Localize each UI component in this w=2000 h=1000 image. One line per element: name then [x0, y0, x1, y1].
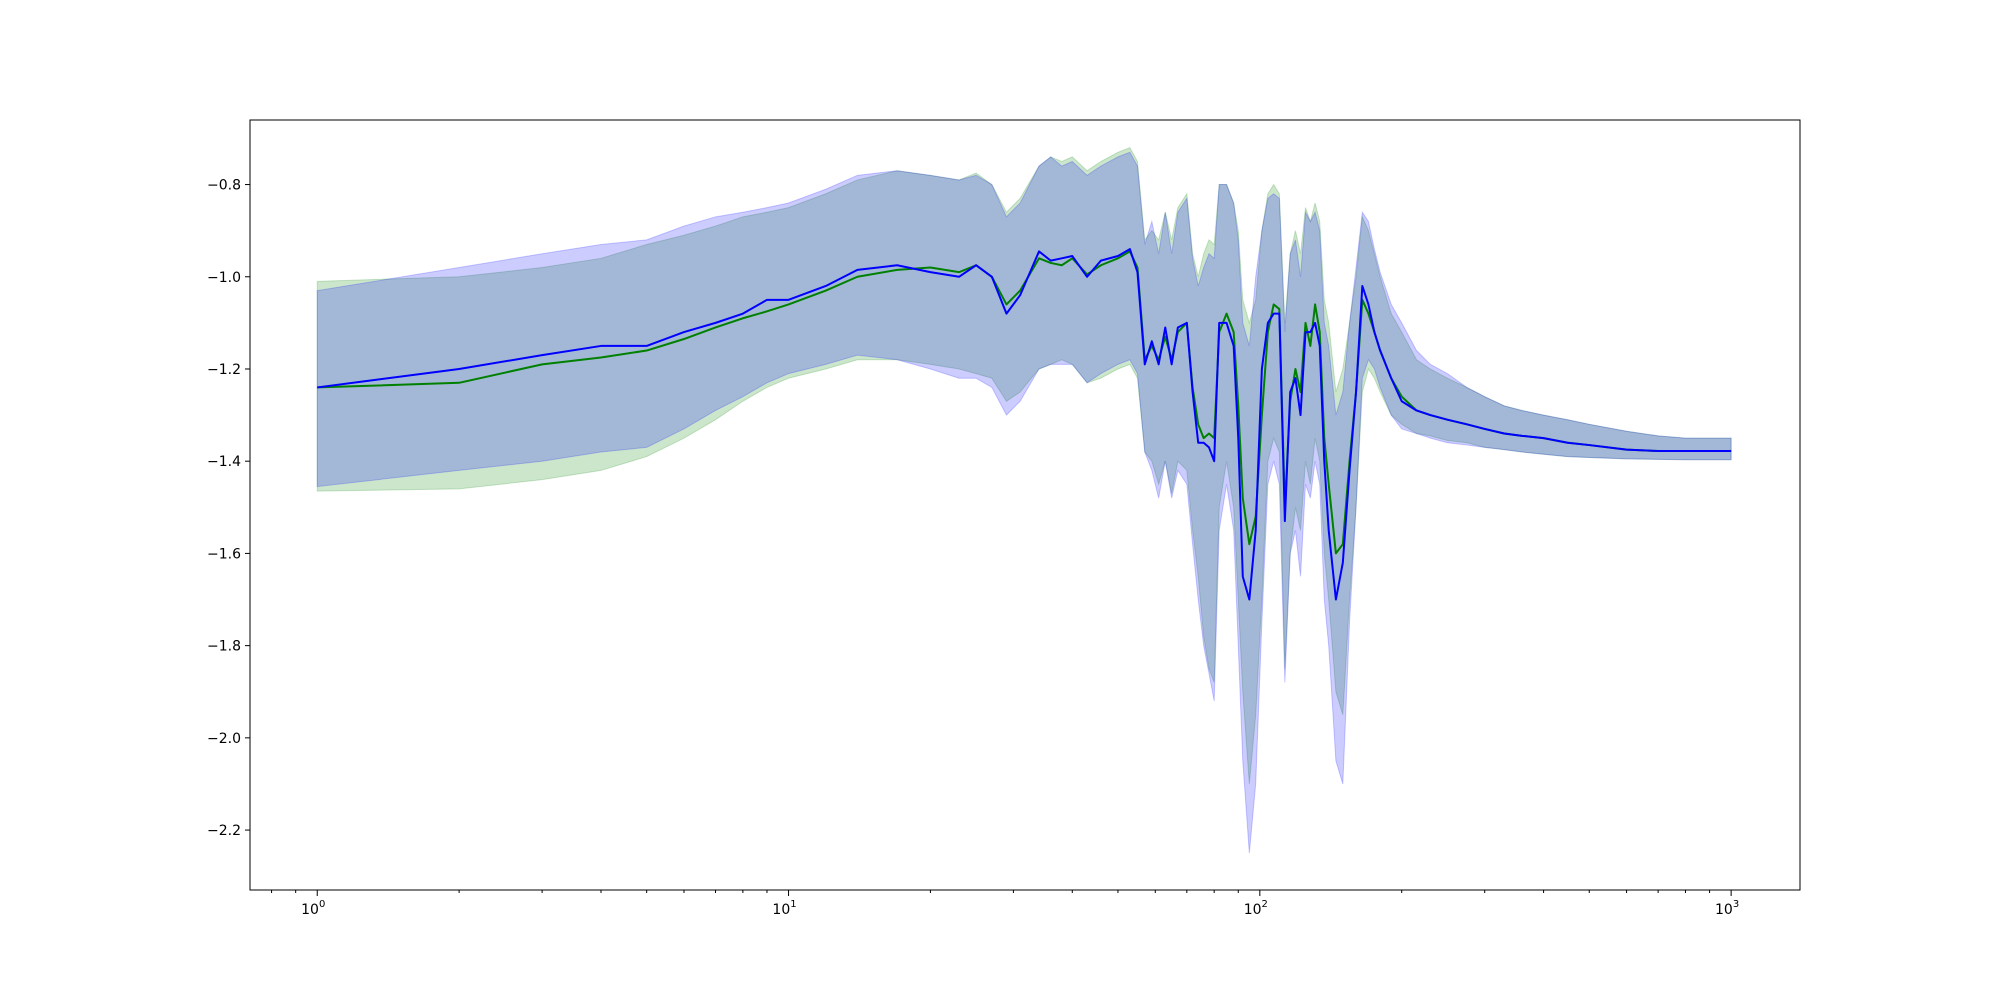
y-tick-label: −1.6 [207, 546, 241, 562]
y-tick-label: −2.2 [207, 823, 241, 839]
y-tick-label: −0.8 [207, 178, 241, 194]
axes-frame [249, 119, 1801, 891]
x-tick-exponent: 0 [319, 899, 325, 910]
x-tick-exponent: 2 [1262, 899, 1268, 910]
x-tick-exponent: 1 [790, 899, 796, 910]
y-tick-label: −1.4 [207, 454, 241, 470]
series-2-line [317, 248, 1732, 601]
series-2-band [316, 151, 1732, 854]
y-tick-label: −1.2 [207, 362, 241, 378]
x-tick-exponent: 3 [1733, 899, 1739, 910]
series-1-band [316, 147, 1732, 784]
y-tick-label: −1.8 [207, 639, 241, 655]
y-tick-label: −1.0 [207, 270, 241, 286]
y-axis: −0.8 −1.0 −1.2 −1.4 −1.6 −1.8 −2.0 −2.2 [207, 178, 250, 839]
y-tick-label: −2.0 [207, 731, 241, 747]
plot-area [316, 147, 1732, 854]
